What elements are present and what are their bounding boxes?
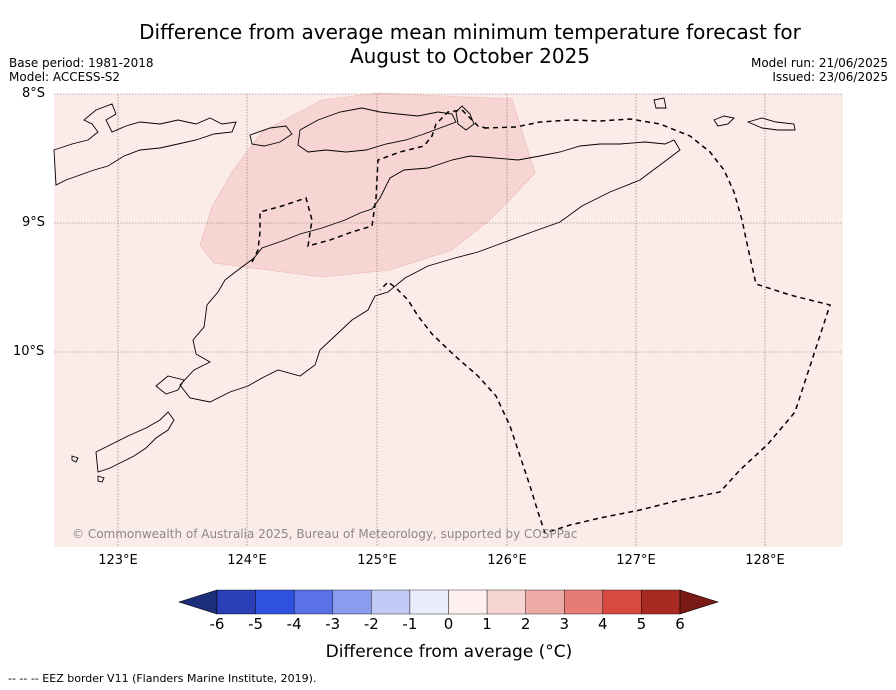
- lat-label-9s: 9°S: [22, 215, 46, 230]
- colorbar-tick-label: 2: [520, 615, 531, 633]
- colorbar-segment: [332, 589, 372, 615]
- island-alor: [297, 107, 457, 153]
- lon-label-123e: 123°E: [98, 553, 138, 568]
- colorbar-segment: [602, 589, 642, 615]
- title-line-1: Difference from average mean minimum tem…: [139, 20, 801, 44]
- colorbar-segment: [525, 589, 565, 615]
- lat-label-10s: 10°S: [13, 344, 45, 359]
- meta-left: Base period: 1981-2018 Model: ACCESS-S2: [9, 56, 154, 84]
- colorbar-tick-label: -1: [402, 615, 418, 633]
- coastlines: [53, 97, 796, 483]
- colorbar-segment: [255, 589, 295, 615]
- colorbar-segment: [293, 589, 333, 615]
- island-small-east: [746, 117, 796, 131]
- lat-label-8s: 8°S: [22, 86, 46, 101]
- model-name: Model: ACCESS-S2: [9, 70, 121, 84]
- timor-coastline: [179, 139, 681, 403]
- colorbar-tick-label: -4: [286, 615, 302, 633]
- colorbar-segment: [448, 589, 488, 615]
- colorbar-segment: [216, 589, 256, 615]
- colorbar-extension-high: [679, 589, 719, 615]
- colorbar-segment: [486, 589, 526, 615]
- colorbar-segments: [178, 589, 719, 615]
- model-run: Model run: 21/06/2025: [750, 56, 888, 70]
- copyright-notice: © Commonwealth of Australia 2025, Bureau…: [72, 527, 578, 541]
- lon-label-128e: 128°E: [745, 553, 785, 568]
- island-raijua: [97, 475, 105, 483]
- island-rote: [155, 375, 185, 395]
- colorbar-tick-label: -2: [363, 615, 379, 633]
- island-atauro: [455, 105, 475, 131]
- lon-label-125e: 125°E: [357, 553, 397, 568]
- island-sawu-area: [95, 411, 175, 473]
- eez-border-timor-leste: [379, 118, 831, 534]
- lon-label-126e: 126°E: [487, 553, 527, 568]
- issued-date: Issued: 23/06/2025: [772, 70, 888, 84]
- lon-label-124e: 124°E: [227, 553, 267, 568]
- island-northwest-1: [53, 103, 237, 186]
- colorbar-segment: [564, 589, 604, 615]
- meta-right: Model run: 21/06/2025 Issued: 23/06/2025: [751, 56, 888, 84]
- eez-footnote: -- -- -- EEZ border V11 (Flanders Marine…: [8, 672, 317, 685]
- colorbar-segment: [641, 589, 681, 615]
- colorbar-title: Difference from average (°C): [325, 642, 573, 662]
- eez-border-oecusse: [251, 109, 487, 263]
- colorbar-tick-label: 0: [443, 615, 454, 633]
- colorbar-segment: [371, 589, 411, 615]
- chart-title: Difference from average mean minimum tem…: [90, 20, 850, 68]
- island-small-north: [653, 97, 667, 109]
- lon-label-127e: 127°E: [616, 553, 656, 568]
- colorbar-tick-label: 1: [482, 615, 492, 633]
- colorbar-tick-label: 5: [636, 615, 647, 633]
- eez-borders: [251, 109, 831, 534]
- island-pantar: [249, 125, 293, 147]
- title-line-2: August to October 2025: [349, 44, 591, 68]
- island-wetar-east: [713, 115, 735, 127]
- colorbar-tick-label: -3: [325, 615, 341, 633]
- colorbar-tick-label: -5: [248, 615, 264, 633]
- colorbar-tick-label: 6: [675, 615, 685, 633]
- colorbar-tick-label: 3: [559, 615, 570, 633]
- colorbar-segment: [409, 589, 449, 615]
- base-period: Base period: 1981-2018: [9, 56, 154, 70]
- colorbar-tick-label: 4: [598, 615, 608, 633]
- colorbar-extension-low: [178, 589, 218, 615]
- island-sawu-small: [71, 455, 79, 463]
- colorbar-tick-label: -6: [209, 615, 225, 633]
